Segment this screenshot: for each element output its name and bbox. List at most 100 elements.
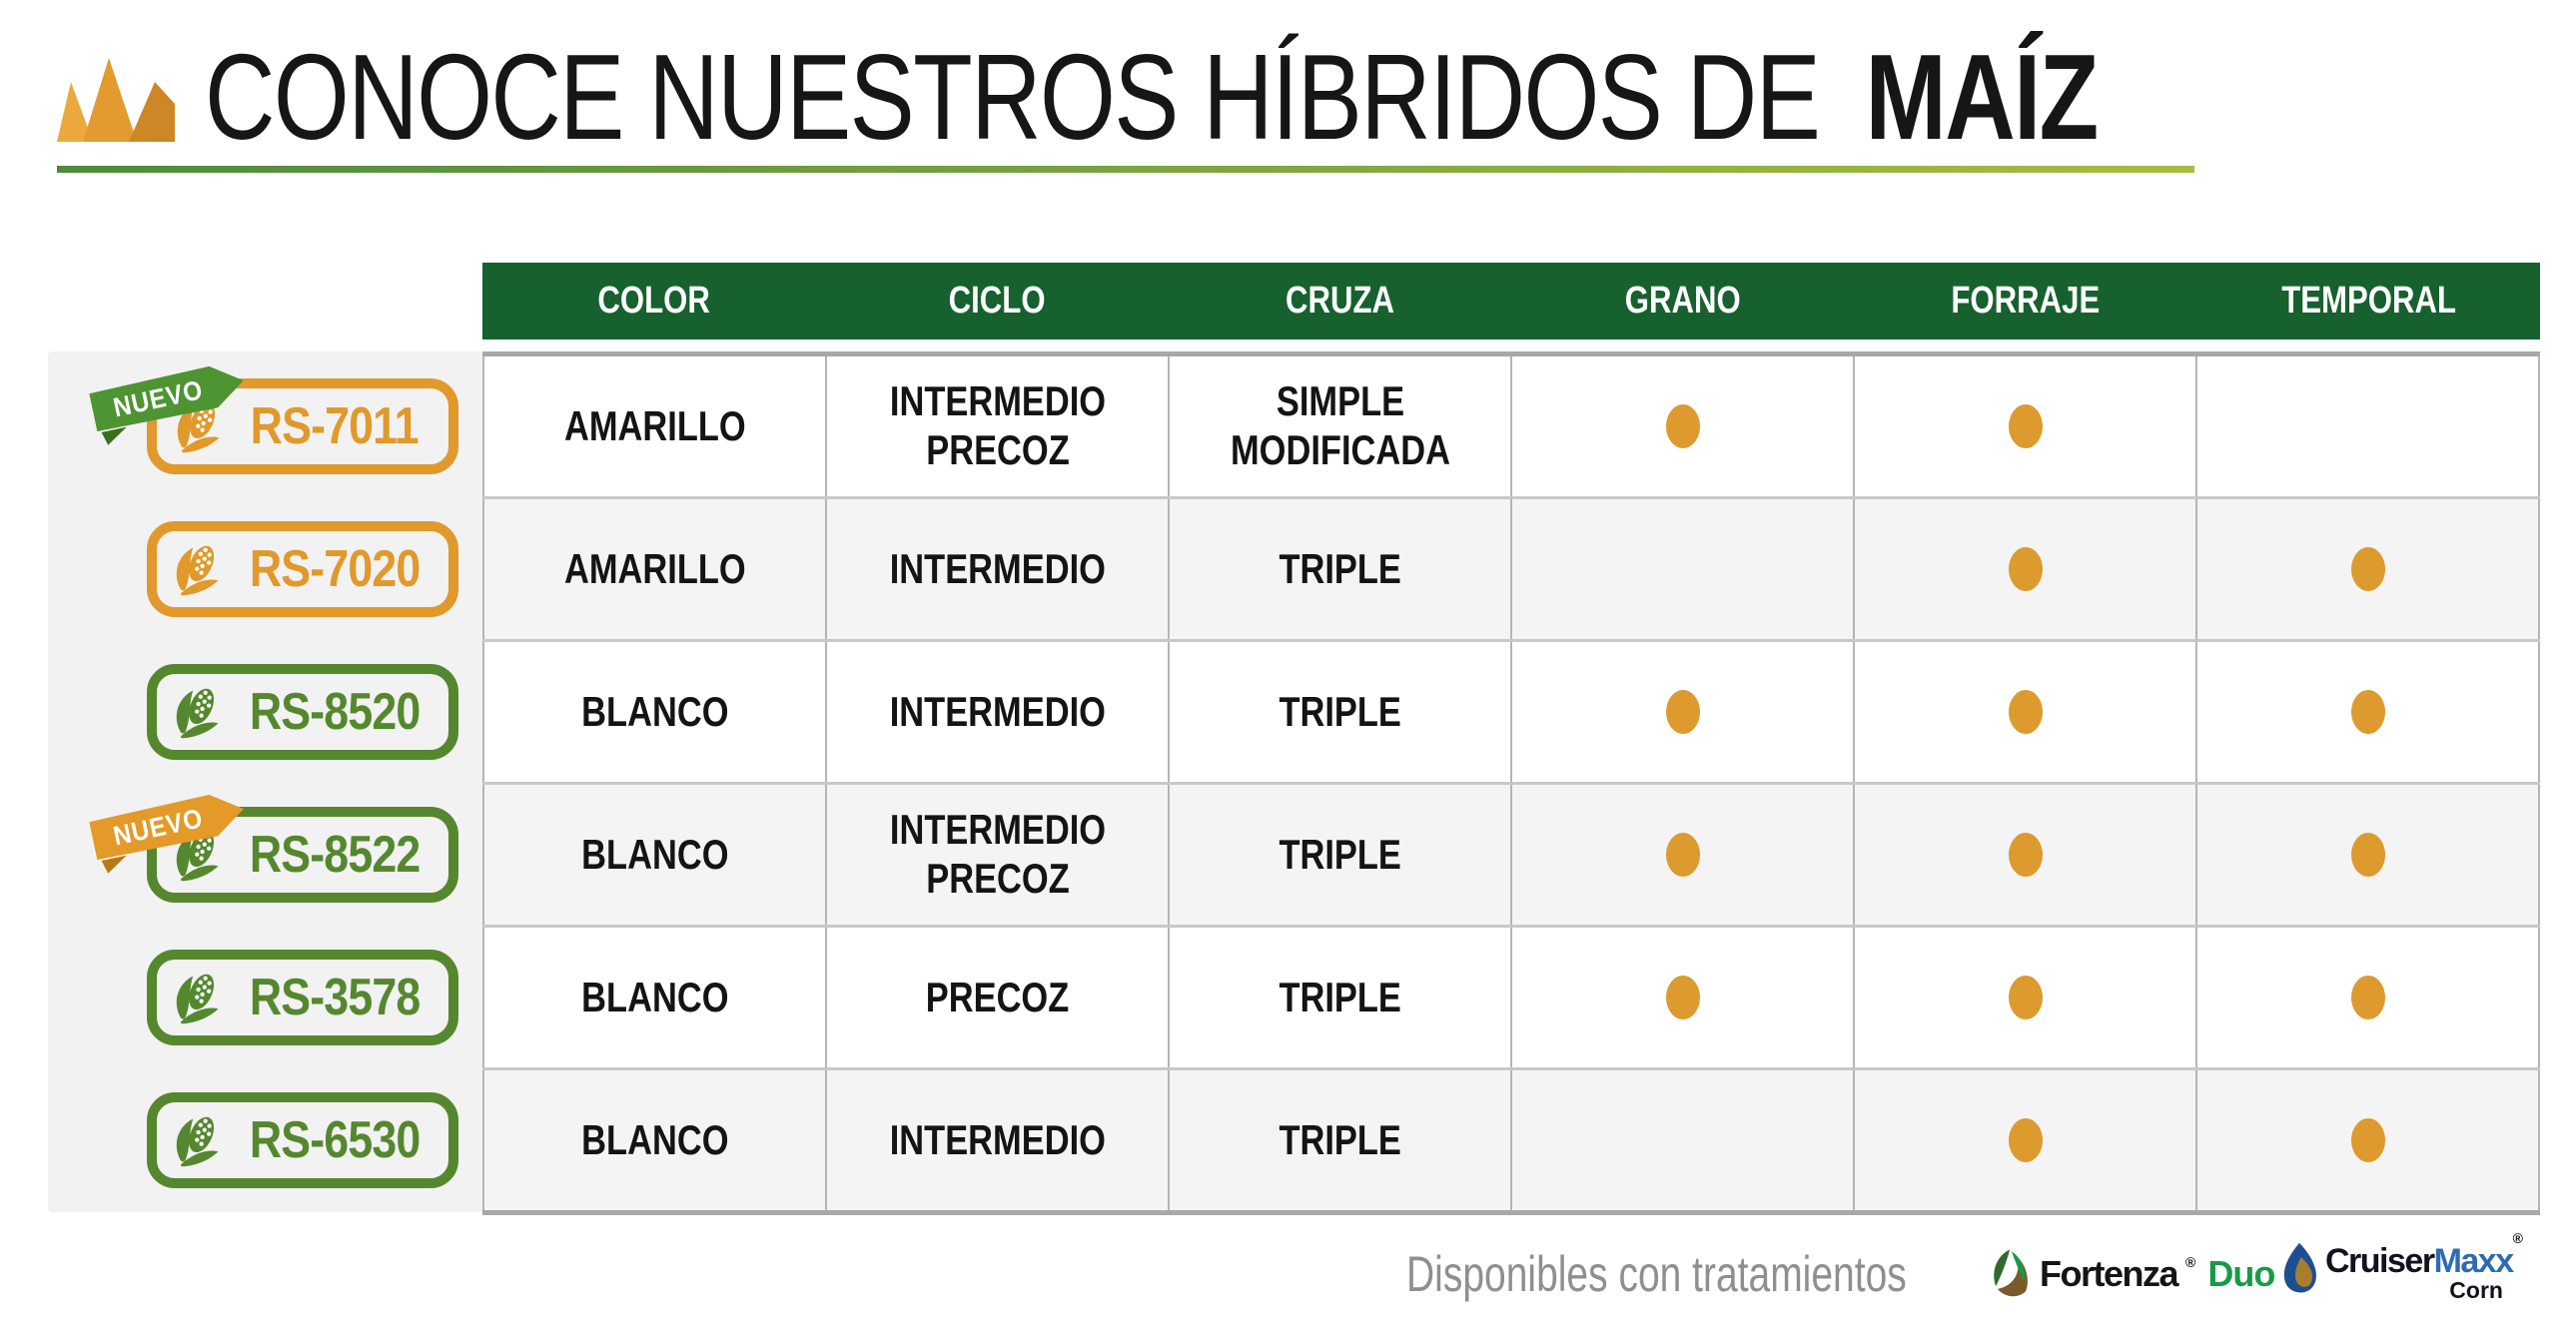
cell-text: AMARILLO [563,544,746,592]
column-header-label: TEMPORAL [2280,280,2456,322]
cell-text: TRIPLE [1279,830,1401,878]
title-bold: MAÍZ [1865,29,2100,165]
availability-dot [2350,1118,2385,1162]
cell-cruza: SIMPLE MODIFICADA [1168,356,1510,496]
cruiser-corn: Corn [2449,1277,2503,1303]
cell-ciclo: INTERMEDIO [825,499,1168,639]
column-header-cruza: CRUZA [1169,263,1511,339]
column-header-label: FORRAJE [1951,280,2101,322]
column-header-label: CRUZA [1285,280,1394,322]
availability-dot [2008,1118,2043,1162]
cell-text: TRIPLE [1279,1115,1401,1163]
cell-text: PRECOZ [925,973,1070,1020]
hybrid-badge-rs-8520: RS-8520 [147,664,458,760]
cruiser-name: Cruiser [2325,1242,2435,1280]
cell-grano [1510,642,1853,782]
cell-forraje [1853,785,2195,925]
cell-color: BLANCO [482,1070,825,1210]
cell-forraje [1853,642,2195,782]
cell-grano [1510,356,1853,496]
column-header-label: COLOR [597,280,710,322]
availability-dot [1665,976,1700,1019]
cell-forraje [1853,499,2195,639]
registered-mark: ® [2512,1230,2523,1246]
cell-temporal [2195,356,2540,496]
cell-cruza: TRIPLE [1168,1070,1510,1210]
availability-dot [2350,547,2385,591]
availability-dot [2350,690,2385,734]
cruiser-text: Cruiser Maxx ® Corn [2325,1230,2523,1304]
availability-dot [2008,690,2043,734]
table-row-rs-7020: AMARILLO INTERMEDIO TRIPLE [482,499,2540,642]
hybrid-badge-rs-6530: RS-6530 [147,1092,458,1188]
cell-text: SIMPLE MODIFICADA [1230,377,1450,473]
cell-color: BLANCO [482,928,825,1067]
cell-text: TRIPLE [1279,544,1401,592]
fortenza-duo-logo: Fortenza ® Duo [1990,1248,2275,1300]
availability-dot [2008,833,2043,877]
cell-ciclo: INTERMEDIO PRECOZ [825,356,1168,496]
cell-ciclo: INTERMEDIO [825,642,1168,782]
nuevo-label: NUEVO [111,802,207,851]
title-regular: CONOCE NUESTROS HÍBRIDOS DE [205,29,1821,165]
cell-temporal [2195,785,2540,925]
cell-text: INTERMEDIO [889,544,1106,592]
cell-text: BLANCO [580,973,729,1020]
fortenza-duo: Duo [2207,1253,2275,1294]
cell-text: BLANCO [580,1115,729,1163]
cruiser-drop-icon [2283,1242,2316,1293]
nuevo-label: NUEVO [111,373,207,422]
cell-temporal [2195,928,2540,1067]
cell-color: AMARILLO [482,499,825,639]
hybrid-name: RS-8522 [249,826,421,884]
registered-mark: ® [2185,1254,2196,1270]
hybrid-name: RS-6530 [249,1111,421,1169]
footer-note: Disponibles con tratamientos [1406,1246,1907,1302]
cell-ciclo: PRECOZ [825,928,1168,1067]
cell-grano [1510,785,1853,925]
table-row-rs-3578: BLANCO PRECOZ TRIPLE [482,928,2540,1070]
table-row-rs-8520: BLANCO INTERMEDIO TRIPLE [482,642,2540,785]
cell-cruza: TRIPLE [1168,642,1510,782]
cell-ciclo: INTERMEDIO PRECOZ [825,785,1168,925]
cell-color: BLANCO [482,785,825,925]
cell-forraje [1853,356,2195,496]
column-header-forraje: FORRAJE [1854,263,2196,339]
cell-color: BLANCO [482,642,825,782]
cell-text: INTERMEDIO PRECOZ [889,806,1106,902]
title-underline [57,166,2194,173]
cell-cruza: TRIPLE [1168,499,1510,639]
cruisermaxx-corn-logo: Cruiser Maxx ® Corn [2279,1230,2523,1304]
cell-forraje [1853,928,2195,1067]
corn-icon [176,974,219,1024]
cell-grano [1510,928,1853,1067]
availability-dot [2008,976,2043,1019]
page-title: CONOCE NUESTROS HÍBRIDOS DE MAÍZ [205,29,2100,170]
cell-text: TRIPLE [1279,687,1401,735]
column-header-label: GRANO [1624,280,1741,322]
availability-dot [2350,976,2385,1019]
cell-text: BLANCO [580,687,729,735]
cell-text: INTERMEDIO PRECOZ [889,377,1106,473]
availability-dot [1665,833,1700,877]
crown-logo [57,58,175,142]
cell-temporal [2195,499,2540,639]
cell-temporal [2195,1070,2540,1210]
corn-icon [176,1116,219,1167]
table-row-rs-8522: BLANCO INTERMEDIO PRECOZ TRIPLE [482,785,2540,928]
cell-color: AMARILLO [482,356,825,496]
cruiser-line: Cruiser Maxx ® [2325,1230,2523,1281]
hybrid-name: RS-3578 [249,969,421,1026]
hybrid-name: RS-7020 [249,540,421,598]
hybrid-badge-rs-7020: RS-7020 [147,521,458,617]
table-row-rs-6530: BLANCO INTERMEDIO TRIPLE [482,1070,2540,1210]
cell-temporal [2195,642,2540,782]
hybrid-name: RS-7011 [250,397,420,455]
cell-text: AMARILLO [563,401,746,449]
fortenza-name: Fortenza [2040,1253,2179,1294]
table-header: COLOR CICLO CRUZA GRANO FORRAJE TEMPORAL [482,263,2540,339]
cell-ciclo: INTERMEDIO [825,1070,1168,1210]
column-header-color: COLOR [482,263,825,339]
hybrid-badge-rs-3578: RS-3578 [147,950,458,1045]
